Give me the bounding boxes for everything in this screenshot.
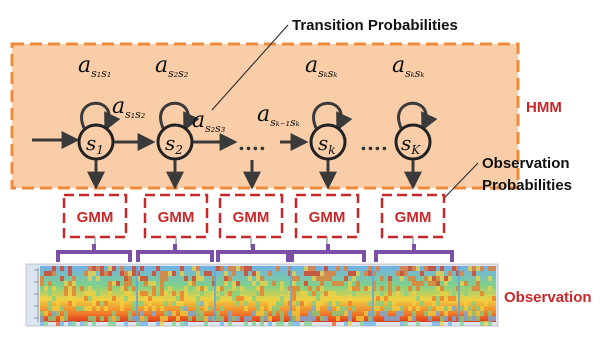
state-sk: sk (309, 101, 353, 161)
gmm-box-1: GMM (62, 193, 128, 239)
bracket-4 (290, 244, 366, 262)
transition-probabilities-label: Transition Probabilities (292, 17, 458, 34)
observation-probabilities-label-2: Probabilities (482, 177, 572, 194)
forward-transition-label-12: as₁s₂ (112, 94, 145, 121)
self-transition-label-K: asₖsₖ (392, 53, 424, 80)
state-s1: s1 (77, 101, 121, 161)
state-sK: sK (394, 101, 438, 161)
bracket-2 (136, 244, 214, 262)
svg-text:s2: s2 (165, 131, 183, 157)
state-circle-s2 (156, 123, 194, 161)
hmm-label: HMM (526, 99, 562, 116)
self-transition-label-2: as₂s₂ (155, 53, 188, 80)
svg-text:GMM: GMM (309, 209, 346, 226)
observation-label: Observation (504, 289, 592, 306)
bracket-5 (374, 244, 454, 262)
spectrogram-image (25, 263, 499, 327)
state-circle-sK (394, 123, 432, 161)
svg-text:GMM: GMM (233, 209, 270, 226)
self-loop-s2 (159, 101, 200, 132)
state-circle-s1 (77, 123, 115, 161)
gmm-box-5: GMM (380, 193, 446, 239)
svg-text:s1: s1 (86, 131, 104, 157)
svg-text:GMM: GMM (77, 209, 114, 226)
bracket-1 (56, 244, 132, 262)
observation-probabilities-label-1: Observation (482, 155, 570, 172)
ellipsis-2: .... (360, 131, 388, 155)
gmm-box-4: GMM (294, 193, 360, 239)
svg-text:sk: sk (318, 131, 336, 157)
self-loop-s1 (80, 101, 121, 132)
state-s2: s2 (156, 101, 200, 161)
svg-text:sK: sK (401, 131, 421, 157)
self-loop-sk (312, 101, 353, 132)
gmm-box-2: GMM (143, 193, 209, 239)
self-loop-sK (397, 101, 438, 132)
forward-transition-label-23: as₂s₃ (192, 108, 225, 135)
ellipsis-1: .... (238, 131, 266, 155)
transition-pointer-line (211, 24, 289, 111)
forward-transition-label-k: asₖ₋₁sₖ (257, 102, 300, 129)
bracket-3 (216, 244, 290, 262)
svg-text:GMM: GMM (395, 209, 432, 226)
svg-text:GMM: GMM (158, 209, 195, 226)
self-transition-label-k: asₖsₖ (305, 53, 337, 80)
self-transition-label-1: as₁s₁ (78, 53, 111, 80)
gmm-box-3: GMM (218, 193, 284, 239)
state-circle-sk (309, 123, 347, 161)
